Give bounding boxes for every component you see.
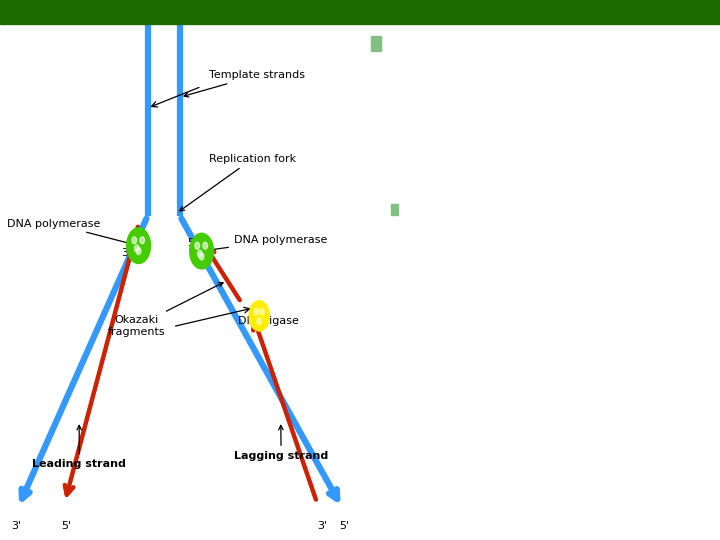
Text: One end of the DNA: One end of the DNA [391,40,576,58]
Circle shape [249,301,269,331]
Text: Template strands: Template strands [184,70,305,97]
Text: prime”) end; other end of: prime”) end; other end of [391,103,633,121]
Text: Complementary strand has: Complementary strand has [409,205,611,218]
Text: DNA polymerase: DNA polymerase [7,219,135,246]
Bar [371,36,381,51]
Text: 5': 5' [338,521,349,531]
Text: DNA polymerase: DNA polymerase [206,235,328,252]
Circle shape [199,253,204,260]
Text: 3': 3' [121,248,131,259]
Bar [0,0,360,24]
Text: and 3’ ends: and 3’ ends [409,259,496,272]
Text: the 3’ end: the 3’ end [391,166,486,184]
Circle shape [195,242,199,249]
Text: 3': 3' [11,521,22,531]
Bar [391,204,397,215]
Circle shape [132,237,137,244]
Text: 5': 5' [61,521,72,531]
Circle shape [190,233,213,269]
Text: 3': 3' [317,521,328,531]
Text: Replication fork: Replication fork [180,154,296,211]
Text: 3': 3' [175,1,185,11]
Circle shape [136,247,141,254]
Circle shape [260,308,264,315]
Text: 5': 5' [187,238,198,248]
Text: opposite orientation of 5’: opposite orientation of 5’ [409,232,600,245]
Circle shape [197,251,202,258]
Text: Lagging strand: Lagging strand [234,426,328,461]
Bar [360,0,720,24]
Circle shape [135,245,139,252]
Text: DNA ligase: DNA ligase [238,316,299,326]
Text: the same strand is called: the same strand is called [391,134,626,152]
Circle shape [127,228,150,264]
Circle shape [203,242,207,249]
Circle shape [140,237,145,244]
Text: Leading strand: Leading strand [32,426,126,469]
Text: 5': 5' [139,1,149,11]
Text: strand is called the 5’ (“5: strand is called the 5’ (“5 [391,72,630,90]
Text: Okazaki
fragments: Okazaki fragments [108,282,223,337]
Circle shape [257,318,261,325]
Circle shape [254,308,258,315]
